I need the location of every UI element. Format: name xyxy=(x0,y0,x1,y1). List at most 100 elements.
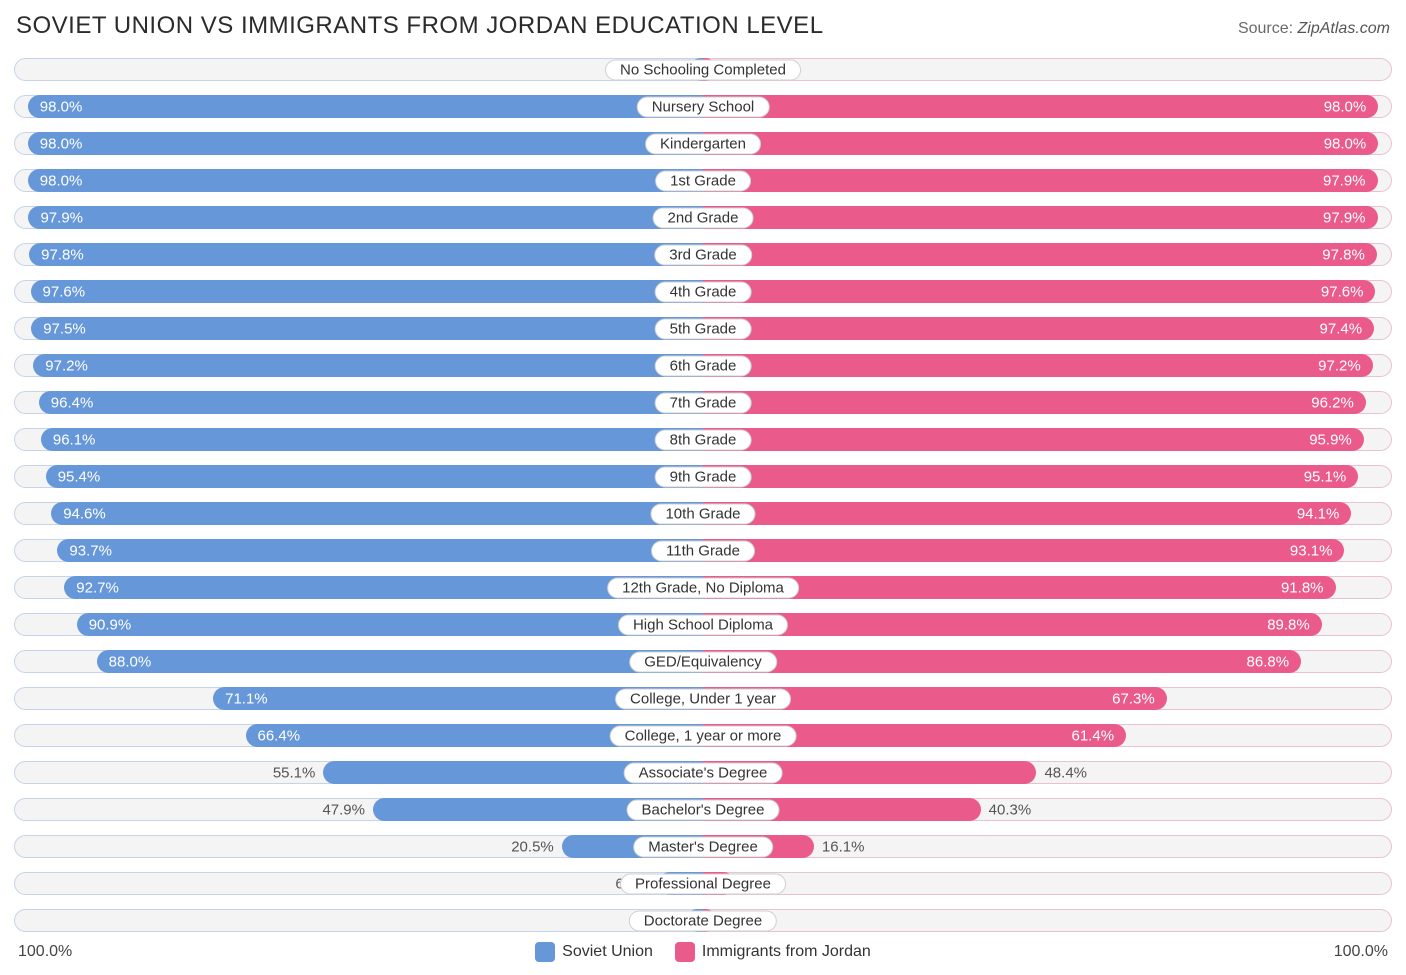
source-name: ZipAtlas.com xyxy=(1298,20,1390,37)
bar-left xyxy=(97,650,703,673)
bar-right xyxy=(703,206,1378,229)
bar-right xyxy=(703,95,1378,118)
bar-left xyxy=(31,317,703,340)
value-left: 95.4% xyxy=(58,468,101,485)
axis-max-left: 100.0% xyxy=(18,943,72,961)
category-label: 7th Grade xyxy=(655,392,752,413)
track-left xyxy=(14,58,703,81)
bar-right xyxy=(703,502,1351,525)
chart-row: 98.0%97.9%1st Grade xyxy=(14,165,1392,196)
chart-row: 2.5%2.0%Doctorate Degree xyxy=(14,905,1392,936)
chart-row: 97.8%97.8%3rd Grade xyxy=(14,239,1392,270)
chart-title: SOVIET UNION VS IMMIGRANTS FROM JORDAN E… xyxy=(16,12,824,40)
bar-right xyxy=(703,428,1364,451)
bar-right xyxy=(703,243,1377,266)
bar-left xyxy=(29,243,703,266)
category-label: Doctorate Degree xyxy=(629,910,777,931)
chart-row: 96.4% 96.2% 7th Grade xyxy=(14,387,1392,418)
chart-source: Source: ZipAtlas.com xyxy=(1238,20,1390,38)
value-left: 96.4% xyxy=(51,394,94,411)
category-label: 12th Grade, No Diploma xyxy=(607,577,799,598)
bar-left xyxy=(51,502,703,525)
value-right: 97.6% xyxy=(1321,283,1364,300)
chart-row: 66.4%61.4%College, 1 year or more xyxy=(14,720,1392,751)
category-label: Master's Degree xyxy=(633,836,773,857)
legend-left: Soviet Union xyxy=(535,942,653,962)
value-right: 98.0% xyxy=(1324,135,1367,152)
category-label: GED/Equivalency xyxy=(629,651,777,672)
chart-row: 88.0% 86.8% GED/Equivalency xyxy=(14,646,1392,677)
track-left xyxy=(14,872,703,895)
value-left: 88.0% xyxy=(109,653,152,670)
chart-row: 47.9%40.3%Bachelor's Degree xyxy=(14,794,1392,825)
category-label: No Schooling Completed xyxy=(605,59,801,80)
chart-header: SOVIET UNION VS IMMIGRANTS FROM JORDAN E… xyxy=(14,12,1392,40)
value-right: 97.9% xyxy=(1323,209,1366,226)
chart-legend: Soviet Union Immigrants from Jordan xyxy=(535,942,871,962)
value-left: 55.1% xyxy=(273,764,316,781)
chart-row: 95.4%95.1%9th Grade xyxy=(14,461,1392,492)
value-left: 97.2% xyxy=(45,357,88,374)
chart-row: 97.2%97.2%6th Grade xyxy=(14,350,1392,381)
category-label: Nursery School xyxy=(637,96,770,117)
value-left: 92.7% xyxy=(76,579,119,596)
category-label: 2nd Grade xyxy=(653,207,754,228)
category-label: 8th Grade xyxy=(655,429,752,450)
value-left: 98.0% xyxy=(40,135,83,152)
value-left: 96.1% xyxy=(53,431,96,448)
value-left: 20.5% xyxy=(511,838,554,855)
category-label: 5th Grade xyxy=(655,318,752,339)
bar-left xyxy=(28,95,703,118)
bar-right xyxy=(703,317,1374,340)
legend-right-label: Immigrants from Jordan xyxy=(702,943,871,961)
bar-right xyxy=(703,539,1344,562)
value-right: 96.2% xyxy=(1311,394,1354,411)
bar-right xyxy=(703,465,1358,488)
category-label: 6th Grade xyxy=(655,355,752,376)
chart-row: 55.1% 48.4% Associate's Degree xyxy=(14,757,1392,788)
category-label: High School Diploma xyxy=(618,614,788,635)
value-right: 67.3% xyxy=(1112,690,1155,707)
value-right: 98.0% xyxy=(1324,98,1367,115)
track-right xyxy=(703,909,1392,932)
value-left: 97.8% xyxy=(41,246,84,263)
value-left: 71.1% xyxy=(225,690,268,707)
chart-row: 90.9%89.8%High School Diploma xyxy=(14,609,1392,640)
legend-left-label: Soviet Union xyxy=(562,943,653,961)
chart-row: 93.7% 93.1% 11th Grade xyxy=(14,535,1392,566)
bar-right xyxy=(703,280,1375,303)
chart-row: 71.1%67.3%College, Under 1 year xyxy=(14,683,1392,714)
category-label: 11th Grade xyxy=(651,540,755,561)
bar-right xyxy=(703,650,1301,673)
category-label: 4th Grade xyxy=(655,281,752,302)
track-left xyxy=(14,909,703,932)
bar-left xyxy=(41,428,703,451)
value-left: 97.5% xyxy=(43,320,86,337)
value-right: 95.1% xyxy=(1304,468,1347,485)
bar-right xyxy=(703,169,1378,192)
value-right: 89.8% xyxy=(1267,616,1310,633)
chart-row: 92.7% 91.8% 12th Grade, No Diploma xyxy=(14,572,1392,603)
bar-left xyxy=(33,354,703,377)
value-right: 91.8% xyxy=(1281,579,1324,596)
value-left: 93.7% xyxy=(69,542,112,559)
category-label: Professional Degree xyxy=(620,873,786,894)
value-right: 48.4% xyxy=(1044,764,1087,781)
category-label: College, 1 year or more xyxy=(610,725,797,746)
value-right: 40.3% xyxy=(989,801,1032,818)
value-right: 61.4% xyxy=(1072,727,1115,744)
bar-left xyxy=(46,465,703,488)
chart-row: 98.0% 98.0% Kindergarten xyxy=(14,128,1392,159)
value-left: 98.0% xyxy=(40,98,83,115)
bar-left xyxy=(39,391,703,414)
legend-right: Immigrants from Jordan xyxy=(675,942,871,962)
category-label: Kindergarten xyxy=(645,133,761,154)
category-label: Associate's Degree xyxy=(624,762,783,783)
value-left: 47.9% xyxy=(322,801,365,818)
bar-left xyxy=(57,539,703,562)
chart-row: 6.6%4.7%Professional Degree xyxy=(14,868,1392,899)
chart-row: 2.0%2.0%No Schooling Completed xyxy=(14,54,1392,85)
value-left: 97.9% xyxy=(40,209,83,226)
value-right: 86.8% xyxy=(1247,653,1290,670)
value-right: 93.1% xyxy=(1290,542,1333,559)
